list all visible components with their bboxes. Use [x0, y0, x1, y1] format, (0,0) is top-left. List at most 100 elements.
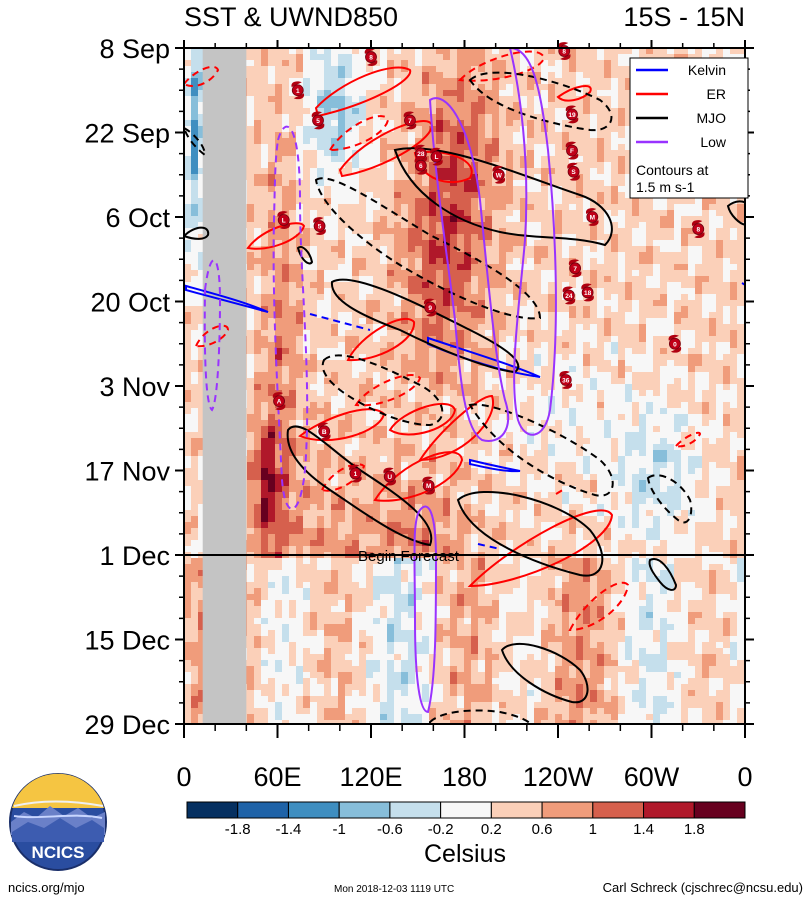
- storm-marker-label: L: [282, 218, 286, 225]
- chart-title: SST & UWND850: [184, 2, 398, 32]
- storm-marker-label: 18: [584, 290, 592, 297]
- colorbar-swatch: [287, 801, 340, 819]
- storm-marker-label: U: [387, 474, 392, 481]
- storm-marker: M: [585, 208, 599, 226]
- storm-marker: 8: [691, 220, 705, 239]
- storm-marker-label: 7: [408, 118, 412, 125]
- storm-marker: 8: [364, 48, 378, 66]
- storm-marker-label: 8: [562, 49, 566, 56]
- colorbar-swatch: [237, 801, 289, 819]
- land-mask: [202, 48, 247, 724]
- legend-note-line2: 1.5 m s-1: [636, 179, 695, 195]
- storm-marker-label: 5: [318, 224, 322, 231]
- y-tick-label: 15 Dec: [84, 626, 170, 656]
- storm-marker-label: 8: [369, 55, 373, 62]
- colorbar-tick-label: -1.4: [276, 821, 302, 838]
- footer-url[interactable]: ncics.org/mjo: [8, 880, 85, 895]
- storm-marker: M: [422, 476, 435, 495]
- chart-region: 15S - 15N: [623, 2, 745, 32]
- legend-entry: Kelvin: [636, 62, 726, 78]
- storm-marker-label: 28: [417, 151, 425, 158]
- x-tick-label: 120W: [523, 762, 594, 792]
- colorbar-tick-label: -0.6: [377, 821, 403, 838]
- storm-marker-label: 36: [562, 377, 570, 384]
- x-tick-label: 0: [737, 762, 752, 792]
- storm-marker: 5: [311, 111, 325, 130]
- colorbar-tick-label: 0.2: [481, 821, 502, 838]
- storm-marker: 0: [668, 334, 682, 353]
- colorbar-swatch: [643, 801, 695, 819]
- logo-text: NCICS: [32, 843, 85, 862]
- storm-marker: 7: [568, 259, 582, 278]
- low-contours: [203, 48, 557, 714]
- ncics-logo: NCICS: [9, 773, 107, 871]
- colorbar-swatch: [440, 801, 492, 819]
- legend-label: Low: [700, 134, 727, 150]
- x-tick-label: 180: [442, 762, 487, 792]
- storm-marker-label: 19: [568, 112, 576, 119]
- colorbar-tick-label: 1.8: [684, 821, 705, 838]
- storm-marker: 7: [403, 111, 417, 130]
- storm-marker: 1: [291, 81, 305, 100]
- y-tick-label: 22 Sep: [84, 119, 170, 149]
- storm-marker: 5: [313, 217, 326, 235]
- colorbar: -1.8 -1.4 -1 -0.6 -0.2 0.2 0.6 1 1.4 1.8: [186, 801, 746, 838]
- storm-marker: 19: [565, 105, 579, 124]
- storm-marker: A: [272, 392, 286, 411]
- y-tick-label: 29 Dec: [84, 710, 170, 740]
- legend-note-line1: Contours at: [636, 162, 708, 178]
- legend-box: [629, 57, 749, 199]
- storm-marker: U: [383, 467, 397, 486]
- storm-marker-label: L: [434, 154, 438, 161]
- x-axis: 0 60E 120E 180 120W 60W 0: [176, 40, 753, 792]
- storm-marker-label: F: [570, 148, 574, 155]
- storm-marker-label: M: [426, 483, 431, 490]
- storm-marker-label: 7: [573, 266, 577, 273]
- storm-marker: L: [277, 211, 291, 229]
- legend-label: ER: [707, 86, 726, 102]
- storm-marker-label: 0: [673, 341, 677, 348]
- colorbar-swatch: [490, 801, 543, 819]
- colorbar-swatch: [541, 801, 594, 819]
- storm-marker: 18: [581, 283, 594, 302]
- storm-marker: 28: [414, 144, 428, 163]
- storm-marker-label: M: [590, 215, 595, 222]
- y-tick-label: 8 Sep: [99, 34, 170, 64]
- wave-contours: [184, 48, 745, 724]
- y-tick-label: 6 Oct: [105, 203, 170, 233]
- legend-entry: Low: [636, 134, 727, 150]
- forecast-label: Begin Forecast: [358, 548, 460, 565]
- colorbar-swatch: [693, 801, 746, 819]
- storm-marker: 9: [423, 298, 437, 317]
- x-tick-label: 60E: [253, 762, 301, 792]
- colorbar-swatch: [338, 801, 391, 819]
- storm-marker-label: 9: [428, 305, 432, 312]
- legend-label: Kelvin: [688, 62, 726, 78]
- colorbar-tick-label: 0.6: [532, 821, 553, 838]
- storm-marker: S: [567, 162, 580, 181]
- storm-marker-label: 1: [296, 88, 300, 95]
- y-tick-label: 1 Dec: [99, 541, 170, 571]
- colorbar-swatch: [389, 801, 442, 819]
- storm-marker-label: W: [496, 172, 503, 179]
- colorbar-tick-label: 1.4: [633, 821, 654, 838]
- colorbar-label: Celsius: [424, 840, 506, 868]
- colorbar-tick-label: -1.8: [225, 821, 251, 838]
- legend: Kelvin ER MJO Low Contours at 1.5 m s-1: [629, 57, 749, 199]
- colorbar-tick-label: -1: [333, 821, 346, 838]
- y-tick-label: 20 Oct: [90, 288, 170, 318]
- x-tick-label: 120E: [339, 762, 402, 792]
- footer-credit: Carl Schreck (cjschrec@ncsu.edu): [602, 880, 803, 895]
- x-tick-label: 60W: [624, 762, 680, 792]
- storm-marker: 1: [349, 464, 362, 483]
- colorbar-swatch: [186, 801, 239, 819]
- storm-marker-label: A: [277, 399, 282, 406]
- legend-entry: MJO: [636, 110, 726, 126]
- colorbar-swatch: [592, 801, 645, 819]
- y-tick-label: 17 Nov: [84, 457, 170, 487]
- footer-timestamp: Mon 2018-12-03 1119 UTC: [334, 884, 455, 895]
- storm-marker-label: 1: [354, 471, 358, 478]
- storm-marker: W: [492, 165, 506, 184]
- storm-marker: 6: [414, 156, 428, 175]
